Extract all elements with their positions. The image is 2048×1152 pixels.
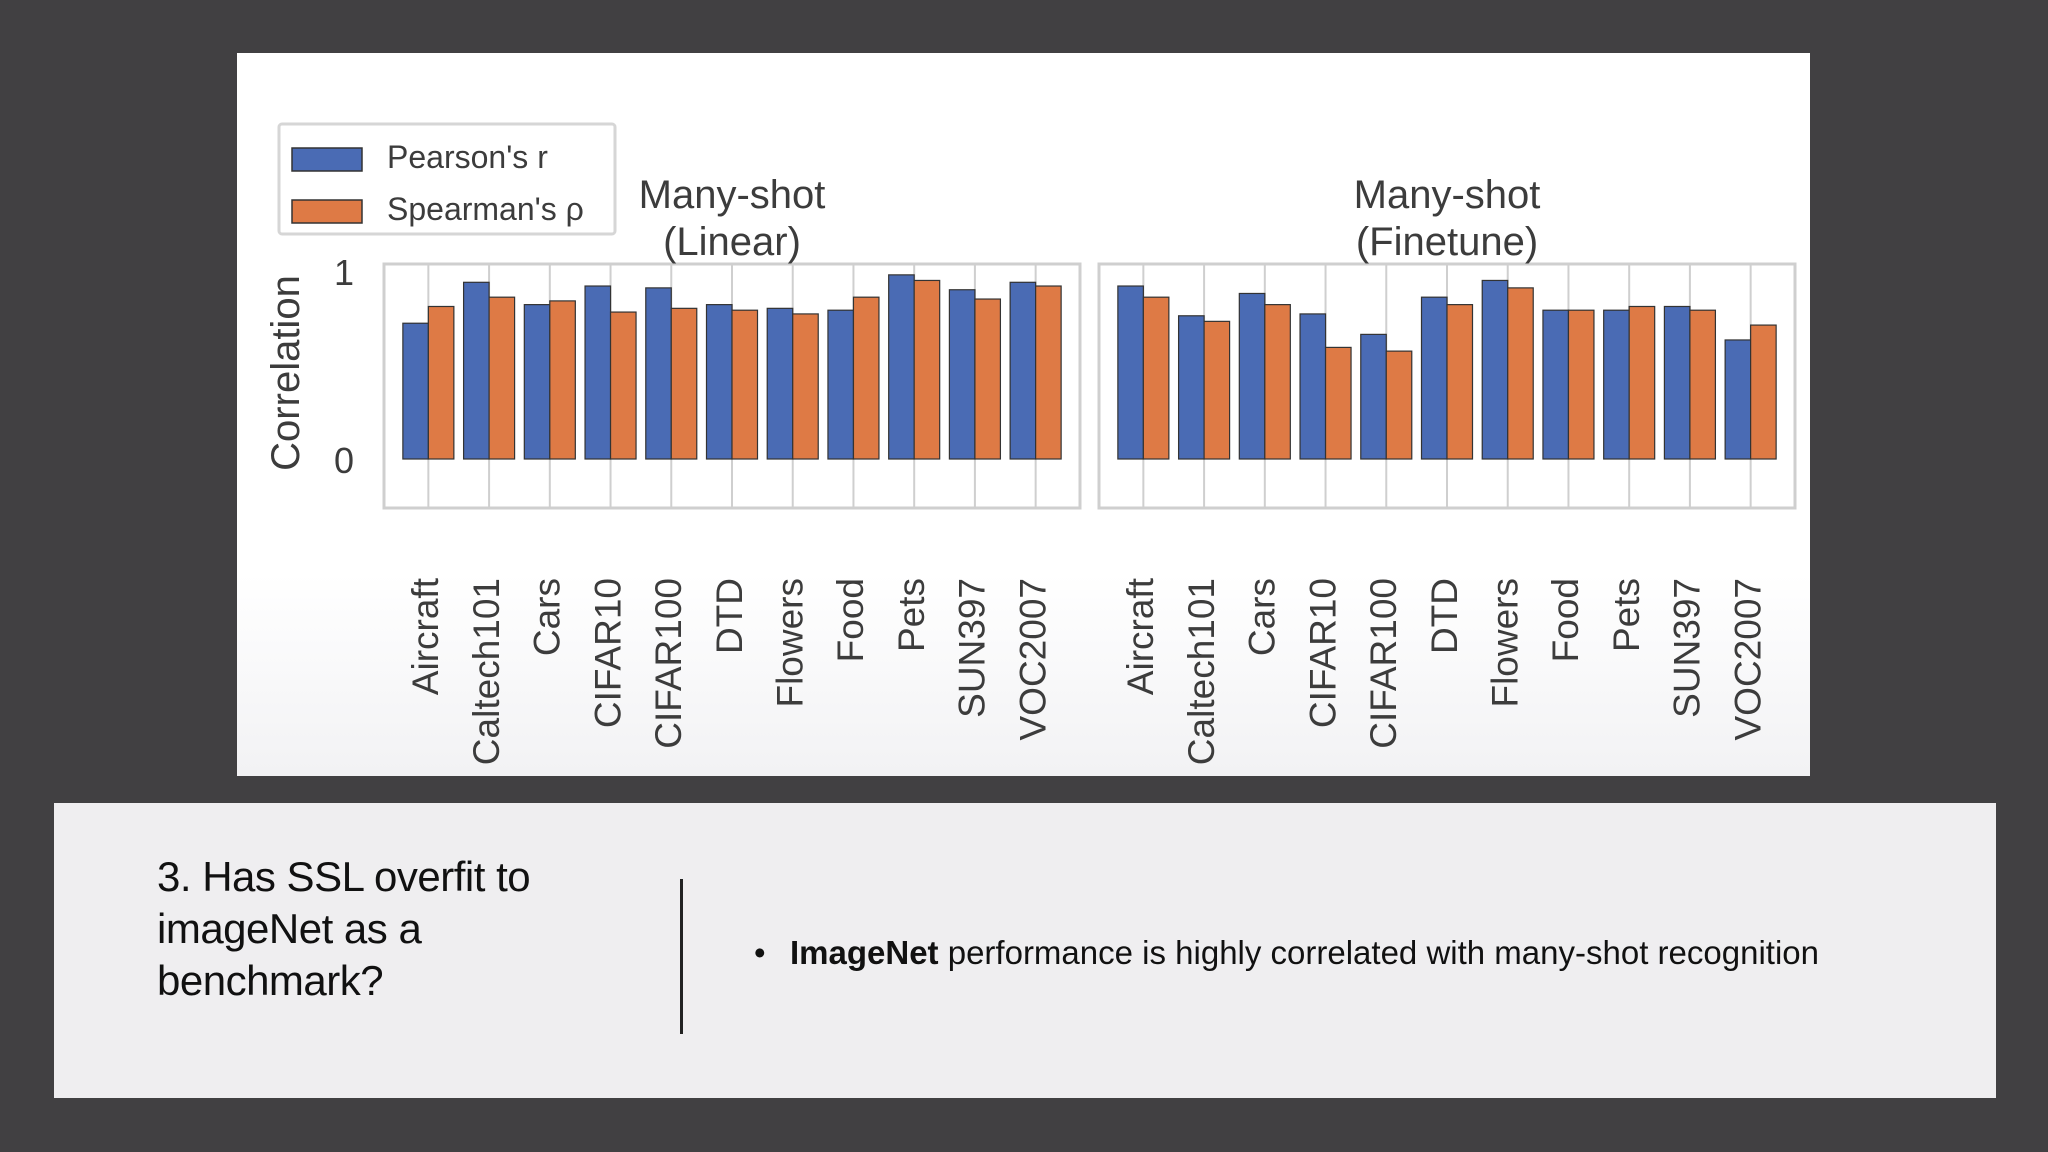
bar-pearson-cifar10	[1299, 313, 1327, 460]
bar-spearman-aircraft	[1142, 296, 1170, 460]
x-tick-label: SUN397	[1667, 578, 1708, 718]
x-tick-label: CIFAR100	[648, 578, 689, 749]
bar-spearman-cifar10	[609, 311, 637, 460]
bar-spearman-cifar100	[1385, 350, 1413, 460]
caption-panel: 3. Has SSL overfit to imageNet as a benc…	[54, 803, 1996, 1098]
subplot-2: Aircraft Caltech101 Cars CIFAR10 CIFAR100 DTD…	[1097, 173, 1797, 765]
x-tick-label: Aircraft	[405, 577, 446, 695]
bar-spearman-flowers	[792, 313, 819, 460]
bar-pearson-flowers	[1481, 279, 1509, 460]
bar-spearman-sun397	[1689, 309, 1717, 460]
subplot-title-line: (Finetune)	[1356, 220, 1538, 264]
y-tick-label: 0	[334, 440, 354, 481]
legend-swatch-pearson	[291, 147, 363, 172]
bar-pearson-food	[827, 309, 855, 460]
subplot-title-line: Many-shot	[1354, 173, 1541, 217]
bar-pearson-caltech101	[1177, 315, 1205, 460]
subplot-title-line: Many-shot	[639, 173, 826, 217]
bar-pearson-cars	[523, 304, 551, 460]
x-tick-label: DTD	[1424, 578, 1465, 654]
legend-label-spearman: Spearman's ρ	[387, 191, 584, 227]
legend-swatch-spearman	[291, 199, 363, 224]
bar-pearson-sun397	[1663, 305, 1691, 460]
x-tick-label: CIFAR100	[1363, 578, 1404, 749]
bar-spearman-cars	[1264, 304, 1291, 460]
y-tick-label: 1	[334, 252, 354, 293]
x-tick-label: VOC2007	[1012, 578, 1053, 741]
bar-spearman-dtd	[731, 309, 759, 460]
subplot-title-line: (Linear)	[663, 220, 801, 264]
bar-spearman-voc2007	[1750, 324, 1777, 460]
bar-spearman-caltech101	[1203, 320, 1231, 460]
legend-label-pearson: Pearson's r	[387, 139, 548, 175]
slide-question: 3. Has SSL overfit to imageNet as a benc…	[157, 853, 531, 1004]
bar-spearman-cars	[549, 300, 576, 460]
bullet-marker: •	[754, 934, 766, 971]
chart-figure: Aircraft Caltech101 Cars CIFAR10 CIFAR100 DTD…	[237, 53, 1810, 776]
bar-spearman-caltech101	[488, 296, 516, 460]
chart-svg: Aircraft Caltech101 Cars CIFAR10 CIFAR100 DTD…	[264, 122, 1797, 765]
bar-spearman-sun397	[974, 298, 1002, 460]
bullet-item: • ImageNet performance is highly correlat…	[754, 933, 1819, 973]
bar-pearson-cifar100	[1360, 333, 1387, 460]
x-tick-label: VOC2007	[1727, 578, 1768, 741]
bar-spearman-aircraft	[427, 305, 455, 460]
divider	[680, 879, 683, 1034]
x-tick-label: CIFAR10	[1302, 578, 1343, 728]
bar-spearman-pets	[913, 279, 941, 460]
bar-pearson-aircraft	[1117, 285, 1144, 460]
x-tick-label: Flowers	[1485, 578, 1526, 708]
bar-pearson-voc2007	[1009, 281, 1037, 460]
x-tick-label: Caltech101	[1181, 578, 1222, 765]
x-tick-label: DTD	[709, 578, 750, 654]
bar-pearson-cifar100	[645, 287, 672, 460]
x-tick-label: Aircraft	[1120, 577, 1161, 695]
x-tick-label: CIFAR10	[587, 578, 628, 728]
y-axis-label: Correlation	[264, 275, 308, 471]
x-tick-label: Pets	[891, 578, 932, 652]
x-tick-label: Food	[1545, 578, 1586, 662]
bar-pearson-voc2007	[1724, 339, 1752, 460]
bar-spearman-cifar100	[670, 307, 698, 460]
bar-spearman-food	[852, 296, 880, 460]
bar-spearman-cifar10	[1324, 346, 1352, 460]
legend-box	[277, 122, 617, 236]
bar-pearson-pets	[1603, 309, 1630, 460]
bullet-bold-text: ImageNet	[790, 934, 939, 971]
bullet-text: performance is highly correlated with ma…	[938, 934, 1819, 971]
bar-spearman-flowers	[1507, 287, 1534, 460]
bar-pearson-food	[1542, 309, 1570, 460]
bar-pearson-cars	[1238, 292, 1266, 460]
bar-pearson-caltech101	[462, 281, 490, 460]
x-tick-label: Flowers	[770, 578, 811, 708]
x-tick-label: Pets	[1606, 578, 1647, 652]
bar-pearson-dtd	[705, 304, 733, 460]
bar-pearson-flowers	[766, 307, 794, 460]
bar-pearson-cifar10	[584, 285, 612, 460]
chart-legend: Pearson's r Spearman's ρ	[277, 122, 617, 236]
x-tick-label: SUN397	[952, 578, 993, 718]
bar-spearman-pets	[1628, 305, 1656, 460]
subplot-1: Aircraft Caltech101 Cars CIFAR10 CIFAR100 DTD…	[264, 173, 1082, 765]
x-tick-label: Food	[830, 578, 871, 662]
bar-pearson-dtd	[1420, 296, 1448, 460]
bar-pearson-aircraft	[402, 322, 429, 460]
bar-spearman-food	[1567, 309, 1595, 460]
bar-spearman-dtd	[1446, 304, 1474, 460]
bar-pearson-sun397	[948, 289, 976, 460]
bar-pearson-pets	[888, 274, 915, 460]
x-tick-label: Cars	[1242, 578, 1283, 656]
bar-spearman-voc2007	[1035, 285, 1062, 460]
x-tick-label: Caltech101	[466, 578, 507, 765]
x-tick-label: Cars	[527, 578, 568, 656]
